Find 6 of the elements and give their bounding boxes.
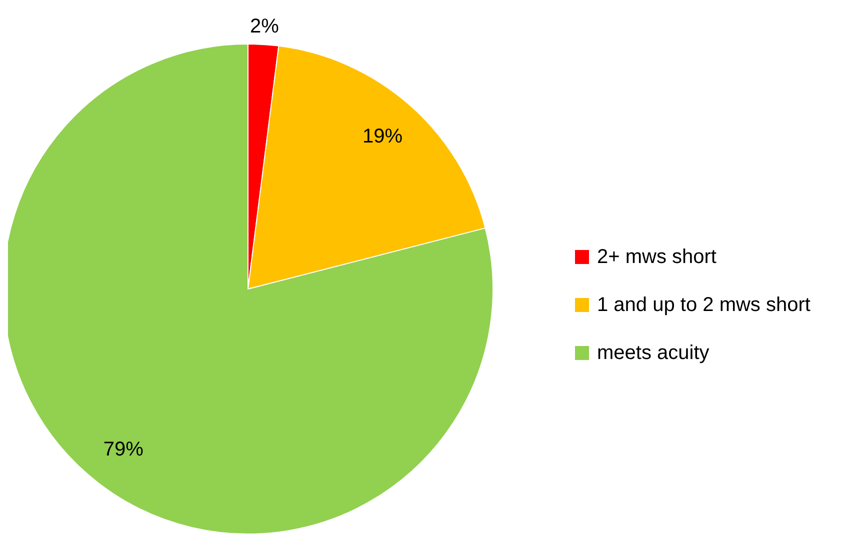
data-label: 79%	[103, 438, 144, 461]
legend-label: 1 and up to 2 mws short	[597, 294, 810, 316]
data-label: 2%	[250, 16, 280, 38]
legend-label: 2+ mws short	[597, 246, 716, 268]
legend-label: meets acuity	[597, 342, 710, 364]
data-label: 19%	[362, 125, 403, 148]
